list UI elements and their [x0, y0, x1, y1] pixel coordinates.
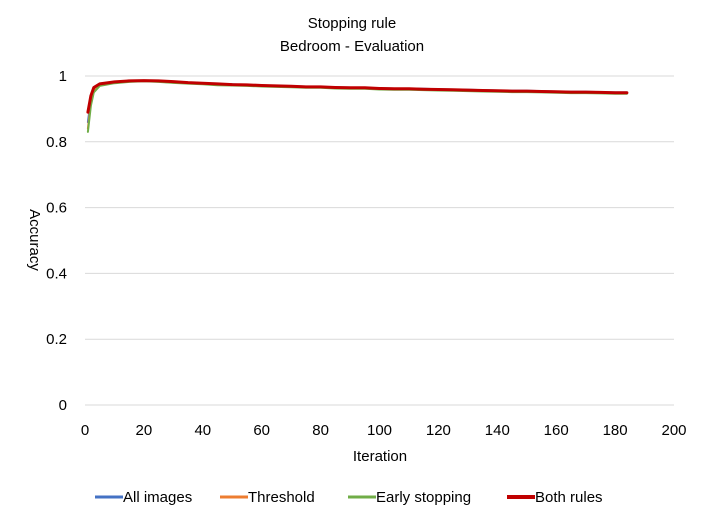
x-tick-label: 120 [426, 422, 451, 439]
x-tick-label: 160 [544, 422, 569, 439]
series-lines [86, 79, 629, 133]
legend-label-threshold: Threshold [248, 489, 315, 506]
legend: All images Threshold Early stopping Both ru… [95, 489, 603, 506]
tick-labels: 0 0.2 0.4 0.6 0.8 1 0 20 40 60 80 100 120 140 160 180 20… [46, 68, 686, 439]
series-line-both-rules [86, 79, 629, 114]
x-tick-label: 80 [312, 422, 329, 439]
y-tick-label: 0.2 [46, 331, 67, 348]
x-axis-title: Iteration [353, 448, 407, 465]
y-tick-label: 0.8 [46, 134, 67, 151]
x-tick-label: 40 [194, 422, 211, 439]
y-axis-title: Accuracy [26, 209, 43, 271]
y-tick-label: 0.6 [46, 200, 67, 217]
gridlines [85, 75, 674, 406]
chart-subtitle: Bedroom - Evaluation [280, 38, 424, 55]
y-tick-label: 0 [59, 397, 67, 414]
x-tick-label: 180 [603, 422, 628, 439]
legend-label-all-images: All images [123, 489, 192, 506]
x-tick-label: 0 [81, 422, 89, 439]
x-tick-label: 100 [367, 422, 392, 439]
x-tick-label: 60 [253, 422, 270, 439]
legend-label-both-rules: Both rules [535, 489, 603, 506]
legend-label-early-stopping: Early stopping [376, 489, 471, 506]
chart-title: Stopping rule [308, 15, 396, 32]
y-tick-label: 0.4 [46, 265, 67, 282]
x-tick-label: 20 [136, 422, 153, 439]
x-tick-label: 200 [661, 422, 686, 439]
y-tick-label: 1 [59, 68, 67, 85]
x-tick-label: 140 [485, 422, 510, 439]
